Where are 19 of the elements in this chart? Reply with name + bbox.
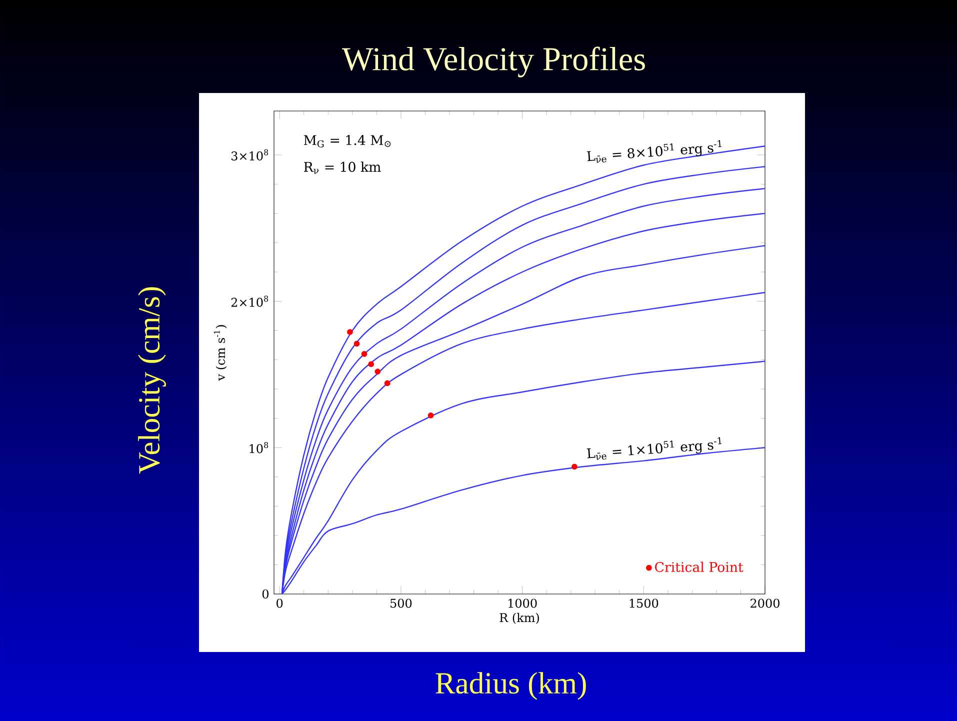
y-tick-label: 3×10$^{8}$ (232, 149, 268, 160)
x-tick-label: 2000 (750, 598, 780, 608)
y-tick-label: 0 (262, 589, 268, 599)
annotation: L$_{ν̄e}$ = 8×10$^{51}$ erg s$^{-1}$ (586, 140, 722, 163)
text: Velocity (cm/s) (138, 287, 166, 474)
chart-title: Wind Velocity Profiles (342, 46, 645, 78)
y-axis-title: v (cm s$^{-1}$) (214, 325, 227, 381)
x-axis-title: R (km) (500, 612, 539, 624)
annotation: M$_{G}$ = 1.4 M$_{⊙}$ (304, 135, 391, 148)
x-tick-label: 1500 (630, 598, 658, 608)
legend-label: Critical Point (655, 562, 744, 572)
x-tick-label: 500 (390, 598, 412, 608)
annotation: L$_{ν̄e}$ = 1×10$^{51}$ erg s$^{-1}$ (586, 437, 722, 460)
y-tick-label: 10$^{8}$ (250, 442, 268, 454)
x-tick-label: 1000 (508, 598, 537, 608)
x-tick-label: 0 (276, 598, 283, 608)
annotation: R$_{ν}$ = 10 km (304, 162, 381, 174)
text: Radius (km) (436, 672, 586, 700)
y-tick-label: 2×10$^{8}$ (231, 296, 268, 307)
